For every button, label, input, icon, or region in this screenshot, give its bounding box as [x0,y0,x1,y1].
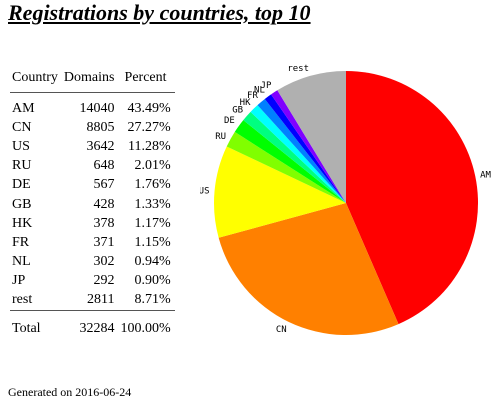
cell-country: US [12,138,30,154]
pie-slice-rest [277,71,346,203]
cell-percent: 2.01% [134,158,171,174]
cell-country: AM [12,100,35,116]
total-percent: 100.00% [118,310,175,344]
pie-label-jp: JP [261,81,272,91]
cell-percent: 43.49% [127,100,171,116]
table-row: CN 8805 27.27% [10,118,175,137]
pie-label-cn: CN [276,325,287,335]
table-row: FR 371 1.15% [10,233,175,252]
table-row: rest 2811 8.71% [10,291,175,311]
registrations-table: Country Domains Percent AM 14040 43.49% CN 8… [10,64,175,344]
cell-percent: 1.76% [134,177,171,193]
cell-percent: 27.27% [127,119,171,135]
table-row: RU 648 2.01% [10,157,175,176]
cell-country: CN [12,119,32,135]
cell-domains: 14040 [79,100,115,116]
pie-slice-ru [226,131,346,203]
cell-country: RU [12,158,32,174]
table-row: US 3642 11.28% [10,137,175,156]
cell-domains: 648 [93,158,115,174]
header-percent: Percent [118,64,175,93]
pie-label-fr: FR [247,91,258,101]
pie-slice-cn [218,203,399,336]
cell-country: DE [12,177,31,193]
cell-domains: 428 [93,196,115,212]
cell-percent: 0.90% [134,273,171,289]
total-domains: 32284 [61,310,119,344]
generated-note: Generated on 2016-06-24 [8,385,132,399]
cell-domains: 3642 [86,138,115,154]
cell-percent: 11.28% [127,138,171,154]
cell-percent: 1.17% [134,215,171,231]
table-total-row: Total 32284 100.00% [10,310,175,344]
cell-country: HK [12,215,33,231]
cell-domains: 292 [93,273,115,289]
table-row: JP 292 0.90% [10,272,175,291]
cell-domains: 378 [93,215,115,231]
page-title: Registrations by countries, top 10 [8,0,311,25]
cell-percent: 1.33% [134,196,171,212]
pie-label-de: DE [224,116,235,126]
cell-domains: 567 [93,177,115,193]
table-row: AM 14040 43.49% [10,93,175,119]
table-row: GB 428 1.33% [10,195,175,214]
pie-slice-fr [257,98,346,203]
cell-domains: 2811 [86,292,115,308]
header-domains: Domains [61,64,119,93]
pie-slice-nl [264,94,346,203]
pie-slice-us [214,146,346,238]
table-header-row: Country Domains Percent [10,64,175,93]
pie-label-gb: GB [232,106,243,116]
pie-slice-de [234,120,346,203]
cell-country: rest [12,292,33,308]
cell-domains: 302 [93,254,115,270]
pie-label-nl: NL [254,86,265,96]
table-body: AM 14040 43.49% CN 8805 27.27% US 3642 11.28% RU 6… [10,93,175,311]
pie-label-rest: rest [287,64,309,74]
cell-country: JP [12,273,26,289]
cell-country: NL [12,254,31,270]
header-country: Country [10,64,62,93]
table-row: HK 378 1.17% [10,214,175,233]
pie-slice-jp [271,90,346,203]
table-row: NL 302 0.94% [10,253,175,272]
pie-label-hk: HK [240,98,251,108]
cell-percent: 1.15% [134,234,171,250]
table-row: DE 567 1.76% [10,176,175,195]
pie-slice-gb [243,111,346,203]
cell-domains: 371 [93,234,115,250]
pie-slice-am [346,71,479,325]
cell-country: GB [12,196,32,212]
pie-slice-hk [250,105,346,203]
total-label: Total [10,310,62,344]
pie-label-us: US [200,186,210,196]
cell-country: FR [12,234,30,250]
cell-percent: 8.71% [134,292,171,308]
pie-label-am: AM [480,171,491,181]
cell-domains: 8805 [86,119,115,135]
cell-percent: 0.94% [134,254,171,270]
pie-label-ru: RU [215,132,226,142]
